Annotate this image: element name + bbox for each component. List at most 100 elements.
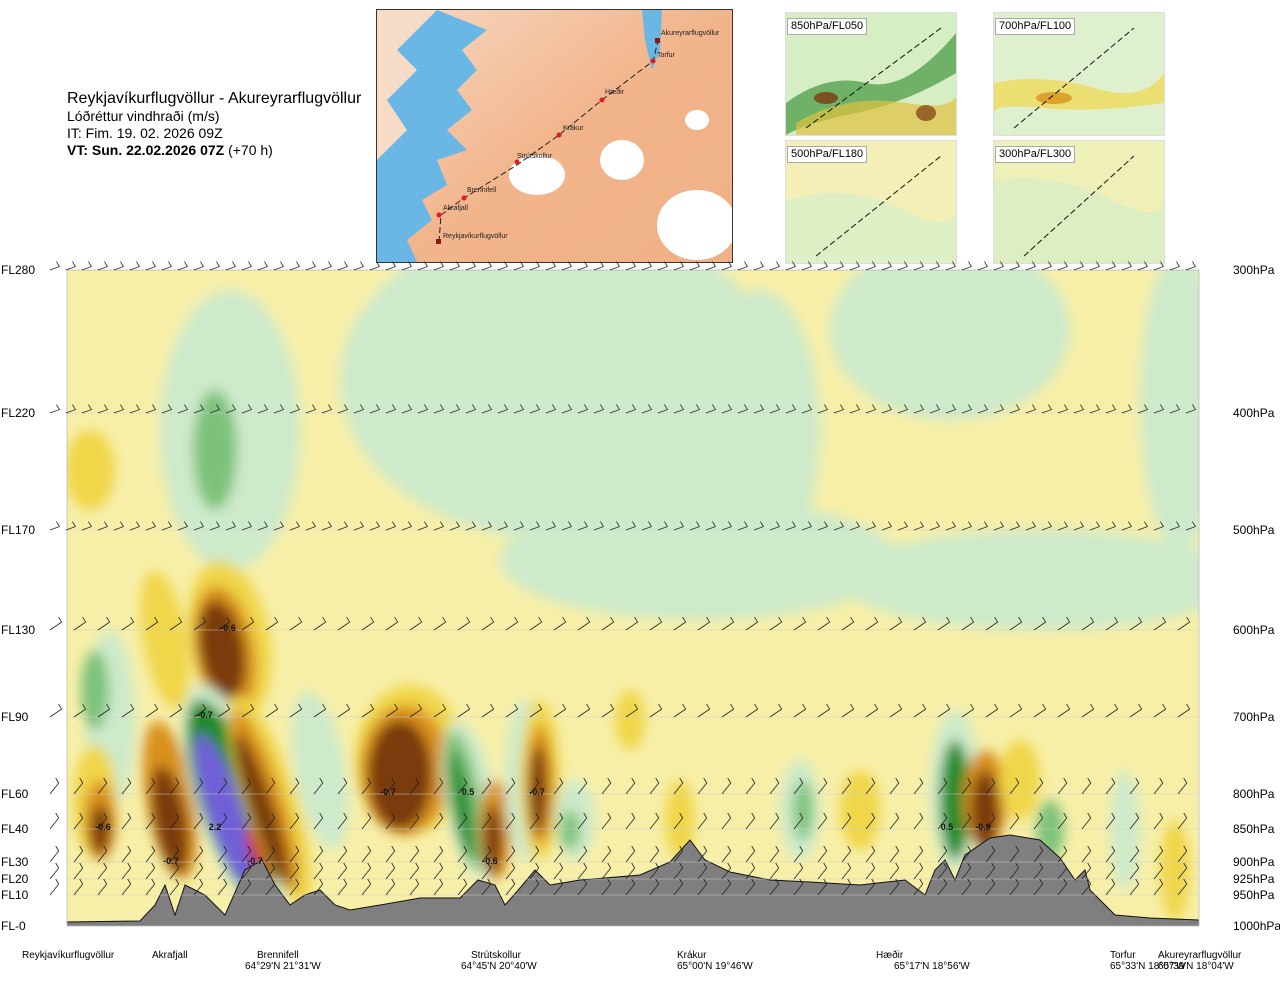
w-field-region [1110, 770, 1140, 890]
w-field-region [227, 695, 313, 905]
wind-barb [145, 261, 156, 271]
wind-barb [1153, 845, 1164, 863]
wind-barb [217, 878, 228, 896]
wind-barb [609, 521, 620, 531]
wind-barb [337, 812, 348, 830]
wind-barb [513, 521, 524, 531]
wind-barb [169, 812, 180, 830]
wind-barb [409, 862, 420, 880]
wind-barb [1169, 261, 1180, 271]
wind-barb [577, 878, 588, 896]
wind-barb [673, 862, 684, 880]
wind-barb [945, 404, 956, 414]
inset-700-label: 700hPa/FL100 [995, 18, 1076, 35]
wind-barb [721, 404, 732, 414]
wind-barb [457, 862, 468, 880]
inset-500[interactable]: 500hPa/FL180 [785, 140, 957, 264]
wind-barb [1105, 845, 1116, 863]
w-field-region [840, 530, 1199, 630]
inset-300-label: 300hPa/FL300 [995, 146, 1076, 163]
wind-barb [193, 703, 207, 718]
wind-barb [1033, 845, 1044, 863]
inset-700[interactable]: 700hPa/FL100 [993, 12, 1165, 136]
wind-barb [513, 404, 524, 414]
wind-barb [985, 703, 999, 718]
contour-label: 2.2 [209, 822, 222, 832]
wind-barb [961, 845, 972, 863]
contour-label: -0.7 [529, 787, 545, 797]
wind-barb [113, 521, 124, 531]
inset-300[interactable]: 300hPa/FL300 [993, 140, 1165, 264]
wind-barb [145, 812, 156, 830]
wind-barb [625, 616, 639, 631]
wind-barb [849, 404, 860, 414]
wind-barb [529, 845, 540, 863]
wind-barb [449, 404, 460, 414]
wind-barb [1153, 878, 1164, 896]
wind-barb [865, 616, 879, 631]
fl-label: FL60 [1, 787, 29, 801]
wind-barb [889, 878, 900, 896]
wind-barb [241, 521, 252, 531]
wind-barb [793, 812, 804, 830]
wind-barb [1081, 862, 1092, 880]
wind-barb [217, 845, 228, 863]
wind-barb [145, 777, 156, 795]
wind-barb [601, 878, 612, 896]
map-label-reykjavik: Reykjavíkurflugvöllur [443, 233, 508, 240]
wind-barb [289, 812, 300, 830]
wind-barb [313, 878, 324, 896]
wind-barb [385, 616, 399, 631]
hpa-label: 300hPa [1233, 263, 1275, 277]
wind-barb [889, 812, 900, 830]
wind-barb [81, 404, 92, 414]
wind-barb [577, 521, 588, 531]
wind-barb [409, 703, 423, 718]
wind-barb [753, 521, 764, 531]
wind-barb [225, 404, 236, 414]
wind-barb [993, 521, 1004, 531]
wind-barb [433, 862, 444, 880]
wind-barb [361, 845, 372, 863]
wind-barb [225, 521, 236, 531]
wind-barb [289, 777, 300, 795]
wind-barb [1057, 812, 1068, 830]
wp-name: Reykjavíkurflugvöllur [22, 950, 115, 961]
wp-name: Strútskollur [471, 950, 522, 961]
wind-barb [1073, 404, 1084, 414]
wind-barb [73, 616, 87, 631]
wind-barb [817, 878, 828, 896]
wind-barb [1057, 616, 1071, 631]
wind-barb [289, 703, 303, 718]
wind-barb [625, 862, 636, 880]
wind-barb [1009, 878, 1020, 896]
wind-barb [409, 878, 420, 896]
w-field-region [73, 745, 117, 855]
w-field-region [971, 770, 999, 850]
fl-label: FL130 [1, 623, 36, 637]
wind-barb [529, 616, 543, 631]
wind-barb [433, 777, 444, 795]
wind-barb [65, 521, 76, 531]
wind-barb [457, 878, 468, 896]
wind-barb [49, 845, 60, 863]
wind-barb [497, 404, 508, 414]
wind-barb [321, 521, 332, 531]
wind-barb [1081, 703, 1095, 718]
inset-850[interactable]: 850hPa/FL050 [785, 12, 957, 136]
wind-barb [673, 616, 687, 631]
wind-barb [193, 777, 204, 795]
w-field-region [67, 430, 115, 510]
wind-barb [121, 777, 132, 795]
hpa-label: 950hPa [1233, 888, 1275, 902]
wind-barb [841, 862, 852, 880]
w-field-region [449, 750, 475, 860]
wind-barb [705, 521, 716, 531]
wind-barb [849, 521, 860, 531]
wind-barb [385, 404, 396, 414]
wind-barb [49, 777, 60, 795]
wind-barb [265, 812, 276, 830]
inset-850-canvas [786, 13, 956, 135]
wind-barb [673, 777, 684, 795]
wind-barb [1057, 878, 1068, 896]
